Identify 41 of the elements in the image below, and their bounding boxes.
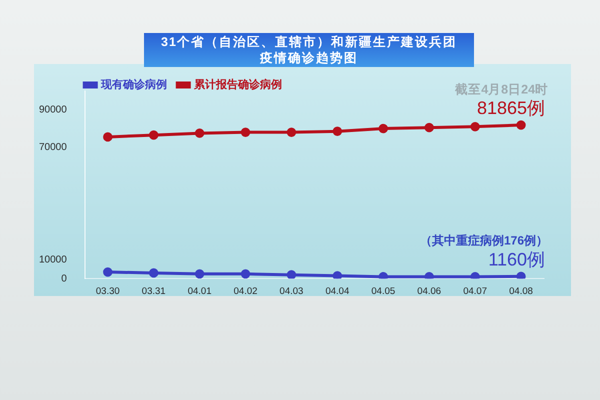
- point: [194, 128, 204, 138]
- point: [516, 120, 526, 130]
- point: [103, 267, 112, 277]
- point: [470, 272, 480, 279]
- x-tick-label: 04.08: [509, 286, 533, 297]
- point: [240, 269, 250, 279]
- data-label: 81865例: [476, 98, 546, 118]
- point: [240, 128, 250, 137]
- point: [424, 122, 434, 132]
- point: [470, 122, 480, 132]
- x-tick-label: 04.03: [280, 286, 304, 297]
- point: [332, 126, 342, 136]
- y-tick-label: 90000: [38, 104, 68, 116]
- x-tick-label: 04.05: [371, 286, 396, 297]
- x-tick-label: 04.01: [188, 286, 212, 297]
- x-tick-label: 04.04: [325, 286, 350, 297]
- point: [286, 128, 296, 137]
- point: [378, 272, 388, 279]
- y-tick-label: 10000: [38, 254, 68, 266]
- point: [148, 130, 158, 140]
- point: [194, 269, 204, 279]
- x-tick-label: 04.07: [463, 286, 488, 297]
- legend-label: 现有确诊病例: [100, 78, 167, 92]
- x-tick-label: 04.02: [234, 286, 258, 297]
- point: [103, 132, 112, 142]
- y-tick-label: 0: [61, 273, 68, 284]
- point: [424, 272, 434, 279]
- point: [516, 272, 526, 279]
- chart-title: 31个省（自治区、直辖市）和新疆生产建设兵团疫情确诊趋势图: [160, 34, 458, 66]
- point: [378, 124, 388, 134]
- annotation: （其中重症病例176例）: [420, 234, 548, 248]
- annotation: 截至4月8日24时: [454, 82, 548, 96]
- x-tick-label: 03.31: [142, 286, 166, 297]
- point: [286, 270, 296, 279]
- x-tick-label: 03.30: [96, 286, 120, 297]
- legend-label: 累计报告确诊病例: [192, 78, 282, 92]
- data-label: 1160例: [488, 249, 546, 270]
- point: [332, 271, 342, 279]
- x-tick-label: 04.06: [417, 286, 442, 297]
- point: [148, 268, 158, 278]
- y-tick-label: 70000: [38, 142, 68, 154]
